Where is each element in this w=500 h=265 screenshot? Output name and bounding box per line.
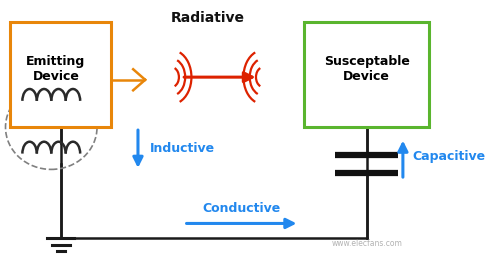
Text: Susceptable
Device: Susceptable Device [324,55,410,83]
Text: Conductive: Conductive [202,202,280,215]
Text: Capacitive: Capacitive [412,150,486,163]
FancyBboxPatch shape [304,22,430,127]
Text: Radiative: Radiative [171,11,245,25]
FancyBboxPatch shape [10,22,112,127]
Text: Emitting
Device: Emitting Device [26,55,86,83]
Text: Inductive: Inductive [150,142,215,155]
Text: www.elecfans.com: www.elecfans.com [332,240,402,249]
